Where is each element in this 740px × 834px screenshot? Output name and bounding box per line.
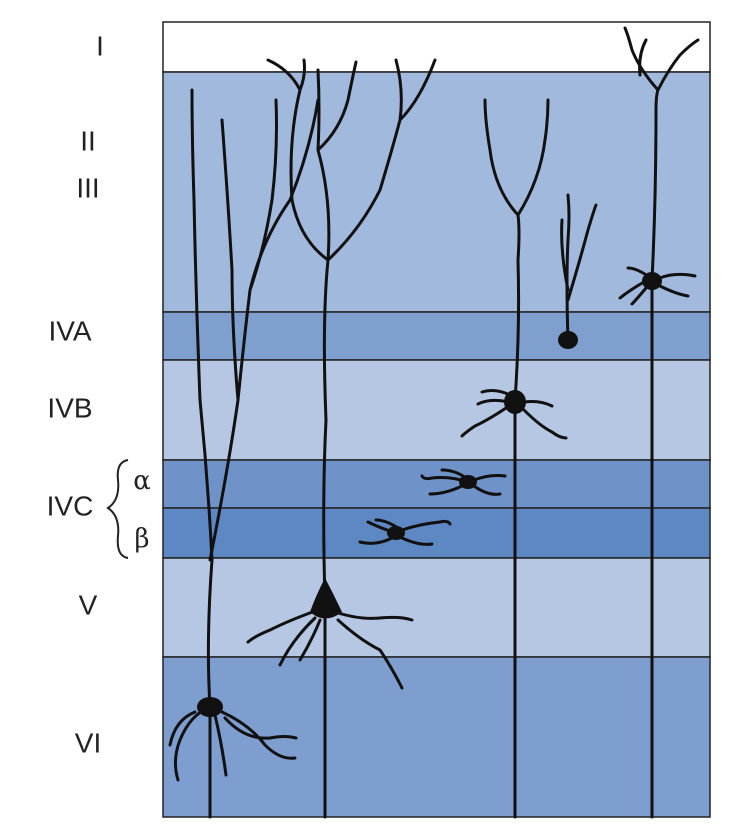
neuron-vi-basal [168,705,298,782]
soma [642,272,662,290]
neuron-vi [190,88,214,819]
layer-label: I [96,30,104,61]
layer-label: II [80,125,96,156]
band-ii-iii [162,71,711,313]
layer-bands [162,21,711,818]
soma [310,578,342,619]
neurons [168,26,700,819]
band-vi [162,656,711,818]
neuron-iva [560,193,598,342]
soma [504,390,526,414]
band-ivc-beta [162,507,711,559]
layer-label: VI [75,727,101,758]
neuron-iii [623,26,700,819]
stellate-beta [358,518,452,546]
sublayer-label: α [133,466,151,496]
soma [459,475,477,489]
layer-label: IVA [48,315,91,346]
neuron-v-basal [246,608,414,690]
soma [558,331,578,349]
band-ivc-alpha [162,459,711,509]
soma [387,526,405,540]
brace [106,459,129,559]
band-ivb [162,359,711,461]
neuron-ivb-basal [460,389,568,440]
layer-label: V [79,589,98,620]
band-v [162,557,711,658]
layer-label: IVC [47,490,94,521]
layer-label: III [76,172,99,203]
neuron-iii-basal [618,266,697,306]
layer-label: IVB [47,392,92,423]
neuron-ivb [483,98,550,819]
soma [197,697,223,717]
sublayer-label: β [134,524,149,554]
stellate-alpha [420,468,507,496]
band-i [162,21,711,73]
neuron-v [266,58,437,819]
neuron-vi-dendrites [208,98,320,562]
band-iva [162,311,711,361]
